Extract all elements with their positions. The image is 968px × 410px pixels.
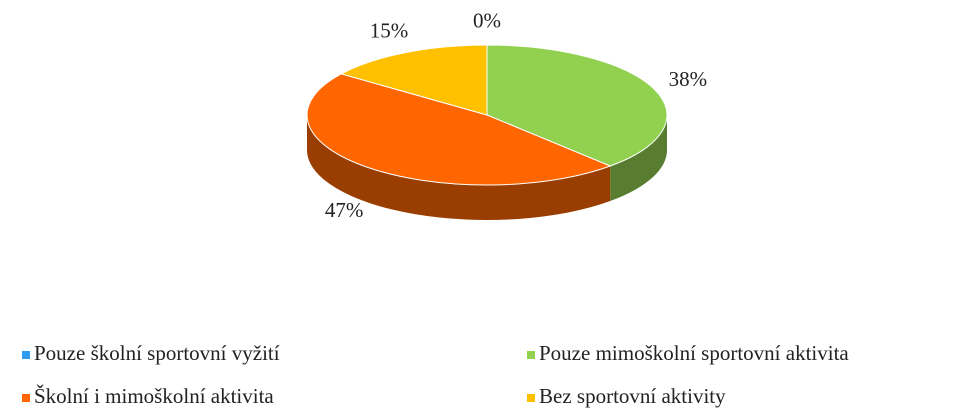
legend-label: Školní i mimoškolní aktivita xyxy=(34,384,274,408)
legend-marker xyxy=(22,351,30,359)
legend-label: Pouze školní sportovní vyžití xyxy=(34,341,280,365)
data-label: 47% xyxy=(325,198,364,222)
data-label: 0% xyxy=(473,8,501,32)
legend-marker xyxy=(527,351,535,359)
pie-slice xyxy=(486,44,668,167)
pie-slice xyxy=(306,73,612,186)
pie-slice xyxy=(340,44,488,116)
data-label: 38% xyxy=(669,67,708,91)
legend-marker xyxy=(527,394,535,402)
pie-side xyxy=(307,115,611,221)
data-label: 15% xyxy=(370,18,409,42)
legend-marker xyxy=(22,394,30,402)
legend-label: Bez sportovní aktivity xyxy=(539,384,726,408)
legend-label: Pouze mimoškolní sportovní aktivita xyxy=(539,341,849,365)
pie-side xyxy=(610,115,667,202)
